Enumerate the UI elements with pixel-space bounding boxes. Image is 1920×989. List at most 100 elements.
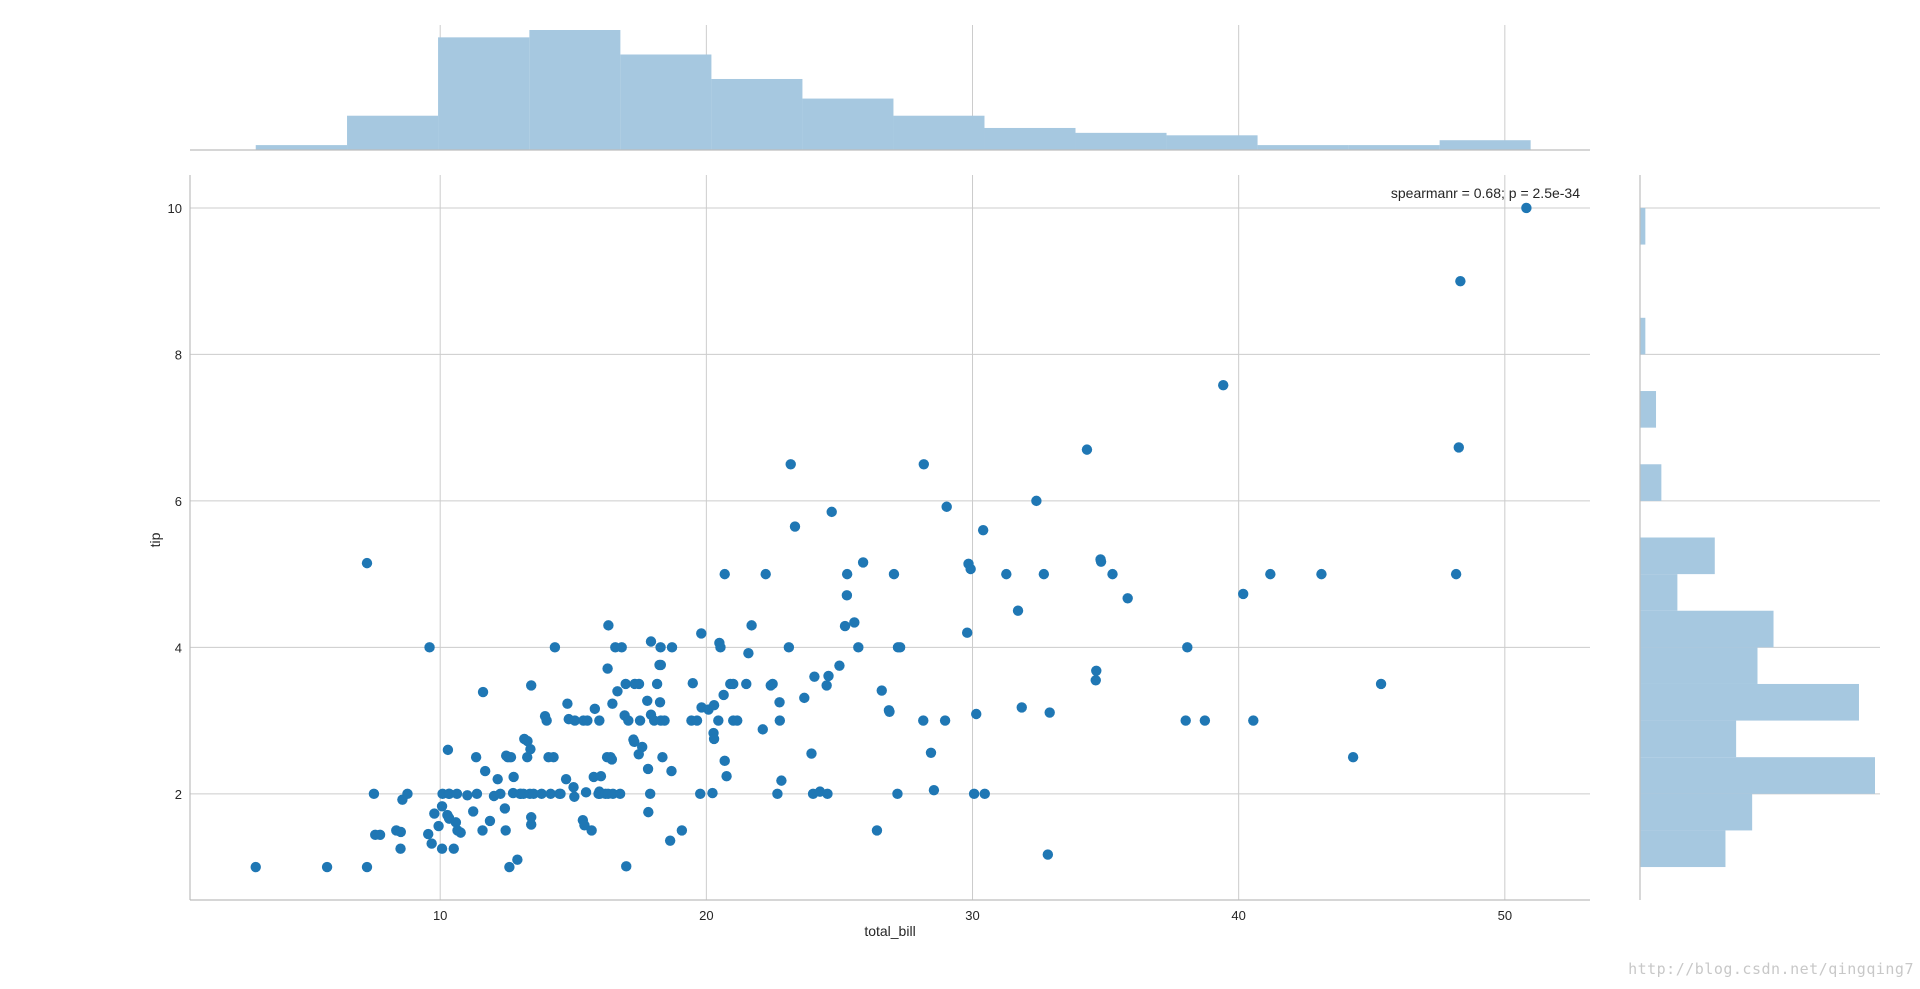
scatter-point: [594, 715, 605, 726]
scatter-point: [526, 812, 537, 823]
scatter-point: [760, 568, 771, 580]
marginal-y-bar: [1640, 683, 1859, 721]
scatter-point: [826, 506, 837, 518]
scatter-point: [462, 790, 473, 801]
marginal-y-bar: [1640, 610, 1774, 648]
scatter-point: [634, 715, 646, 726]
watermark-text: http://blog.csdn.net/qingqing7: [1628, 960, 1914, 978]
scatter-point: [892, 788, 903, 800]
marginal-x-bar: [893, 115, 985, 150]
marginal-x-bar: [620, 54, 712, 151]
scatter-point: [589, 703, 601, 715]
marginal-y-bar: [1640, 757, 1875, 794]
scatter-point: [616, 642, 627, 653]
scatter-point: [721, 771, 732, 782]
marginal-y-histogram: [1639, 175, 1880, 900]
scatter-point: [979, 788, 990, 800]
scatter-point: [1107, 568, 1118, 580]
scatter-point: [743, 648, 754, 659]
scatter-panel: 10 20 30 40 50 2 4 6 8 10: [168, 175, 1590, 923]
marginal-x-bar: [438, 37, 530, 150]
scatter-point: [645, 636, 657, 647]
scatter-point: [718, 689, 729, 701]
scatter-point: [655, 659, 667, 671]
marginal-x-histogram: [190, 25, 1590, 151]
y-axis-label: tip: [147, 532, 163, 547]
scatter-point: [822, 788, 833, 800]
scatter-point: [471, 788, 483, 800]
scatter-point: [939, 715, 951, 726]
scatter-point: [374, 829, 386, 841]
scatter-point: [809, 671, 820, 682]
scatter-point: [580, 787, 592, 798]
scatter-point: [651, 678, 663, 690]
marginal-x-bar: [984, 127, 1076, 150]
scatter-point: [1316, 568, 1327, 580]
scatter-point: [499, 803, 511, 814]
scatter-point: [642, 695, 653, 707]
scatter-point: [582, 715, 593, 726]
scatter-point: [522, 751, 533, 763]
x-tick-label: 40: [1231, 908, 1245, 923]
marginal-y-bar: [1640, 317, 1646, 355]
scatter-point: [776, 775, 787, 786]
y-tick-label: 2: [175, 787, 182, 802]
scatter-point: [522, 735, 533, 747]
y-tick-label: 10: [168, 201, 182, 216]
scatter-point: [1521, 202, 1532, 214]
scatter-point: [841, 590, 853, 601]
scatter-point: [841, 568, 853, 580]
scatter-point: [884, 706, 895, 717]
scatter-point: [495, 788, 506, 800]
scatter-point: [586, 825, 597, 836]
scatter-point: [484, 815, 496, 827]
scatter-point: [250, 861, 261, 873]
scatter-point: [500, 825, 511, 836]
scatter-point: [894, 642, 906, 653]
scatter-point: [888, 568, 900, 580]
scatter-point: [1265, 568, 1276, 580]
scatter-point: [643, 806, 654, 818]
scatter-point: [821, 680, 832, 691]
scatter-point: [1044, 707, 1055, 718]
scatter-point: [450, 817, 462, 828]
scatter-point: [444, 788, 455, 800]
scatter-point: [621, 861, 632, 872]
scatter-point: [1199, 715, 1211, 726]
scatter-point: [442, 744, 454, 756]
scatter-point: [433, 820, 444, 832]
scatter-point: [1031, 495, 1042, 507]
scatter-point: [642, 763, 654, 775]
scatter-point: [560, 773, 572, 785]
scatter-point: [479, 765, 491, 777]
scatter-point: [853, 642, 864, 653]
x-tick-label: 10: [433, 908, 447, 923]
scatter-point: [971, 708, 982, 720]
scatter-point: [1375, 678, 1387, 690]
scatter-point: [606, 754, 618, 765]
scatter-point: [526, 819, 537, 830]
marginal-y-bar: [1640, 574, 1678, 611]
scatter-point: [928, 784, 940, 796]
scatter-point: [1001, 568, 1012, 580]
marginal-x-bar: [1439, 140, 1531, 150]
scatter-point: [1016, 702, 1027, 713]
scatter-point: [602, 663, 613, 674]
scatter-point: [857, 557, 869, 568]
scatter-point: [657, 751, 668, 763]
scatter-point: [676, 825, 688, 836]
scatter-point: [541, 715, 552, 726]
marginal-y-bar: [1640, 391, 1657, 428]
scatter-point: [918, 715, 929, 726]
marginal-y-bar: [1640, 207, 1646, 245]
scatter-point: [696, 628, 707, 639]
scatter-point: [834, 660, 845, 671]
scatter-point: [961, 627, 973, 638]
marginal-x-bar: [347, 115, 439, 150]
scatter-point: [1180, 715, 1191, 726]
scatter-point: [1090, 675, 1101, 686]
scatter-point: [925, 747, 937, 759]
scatter-point: [799, 692, 810, 704]
y-tick-label: 8: [175, 347, 182, 362]
